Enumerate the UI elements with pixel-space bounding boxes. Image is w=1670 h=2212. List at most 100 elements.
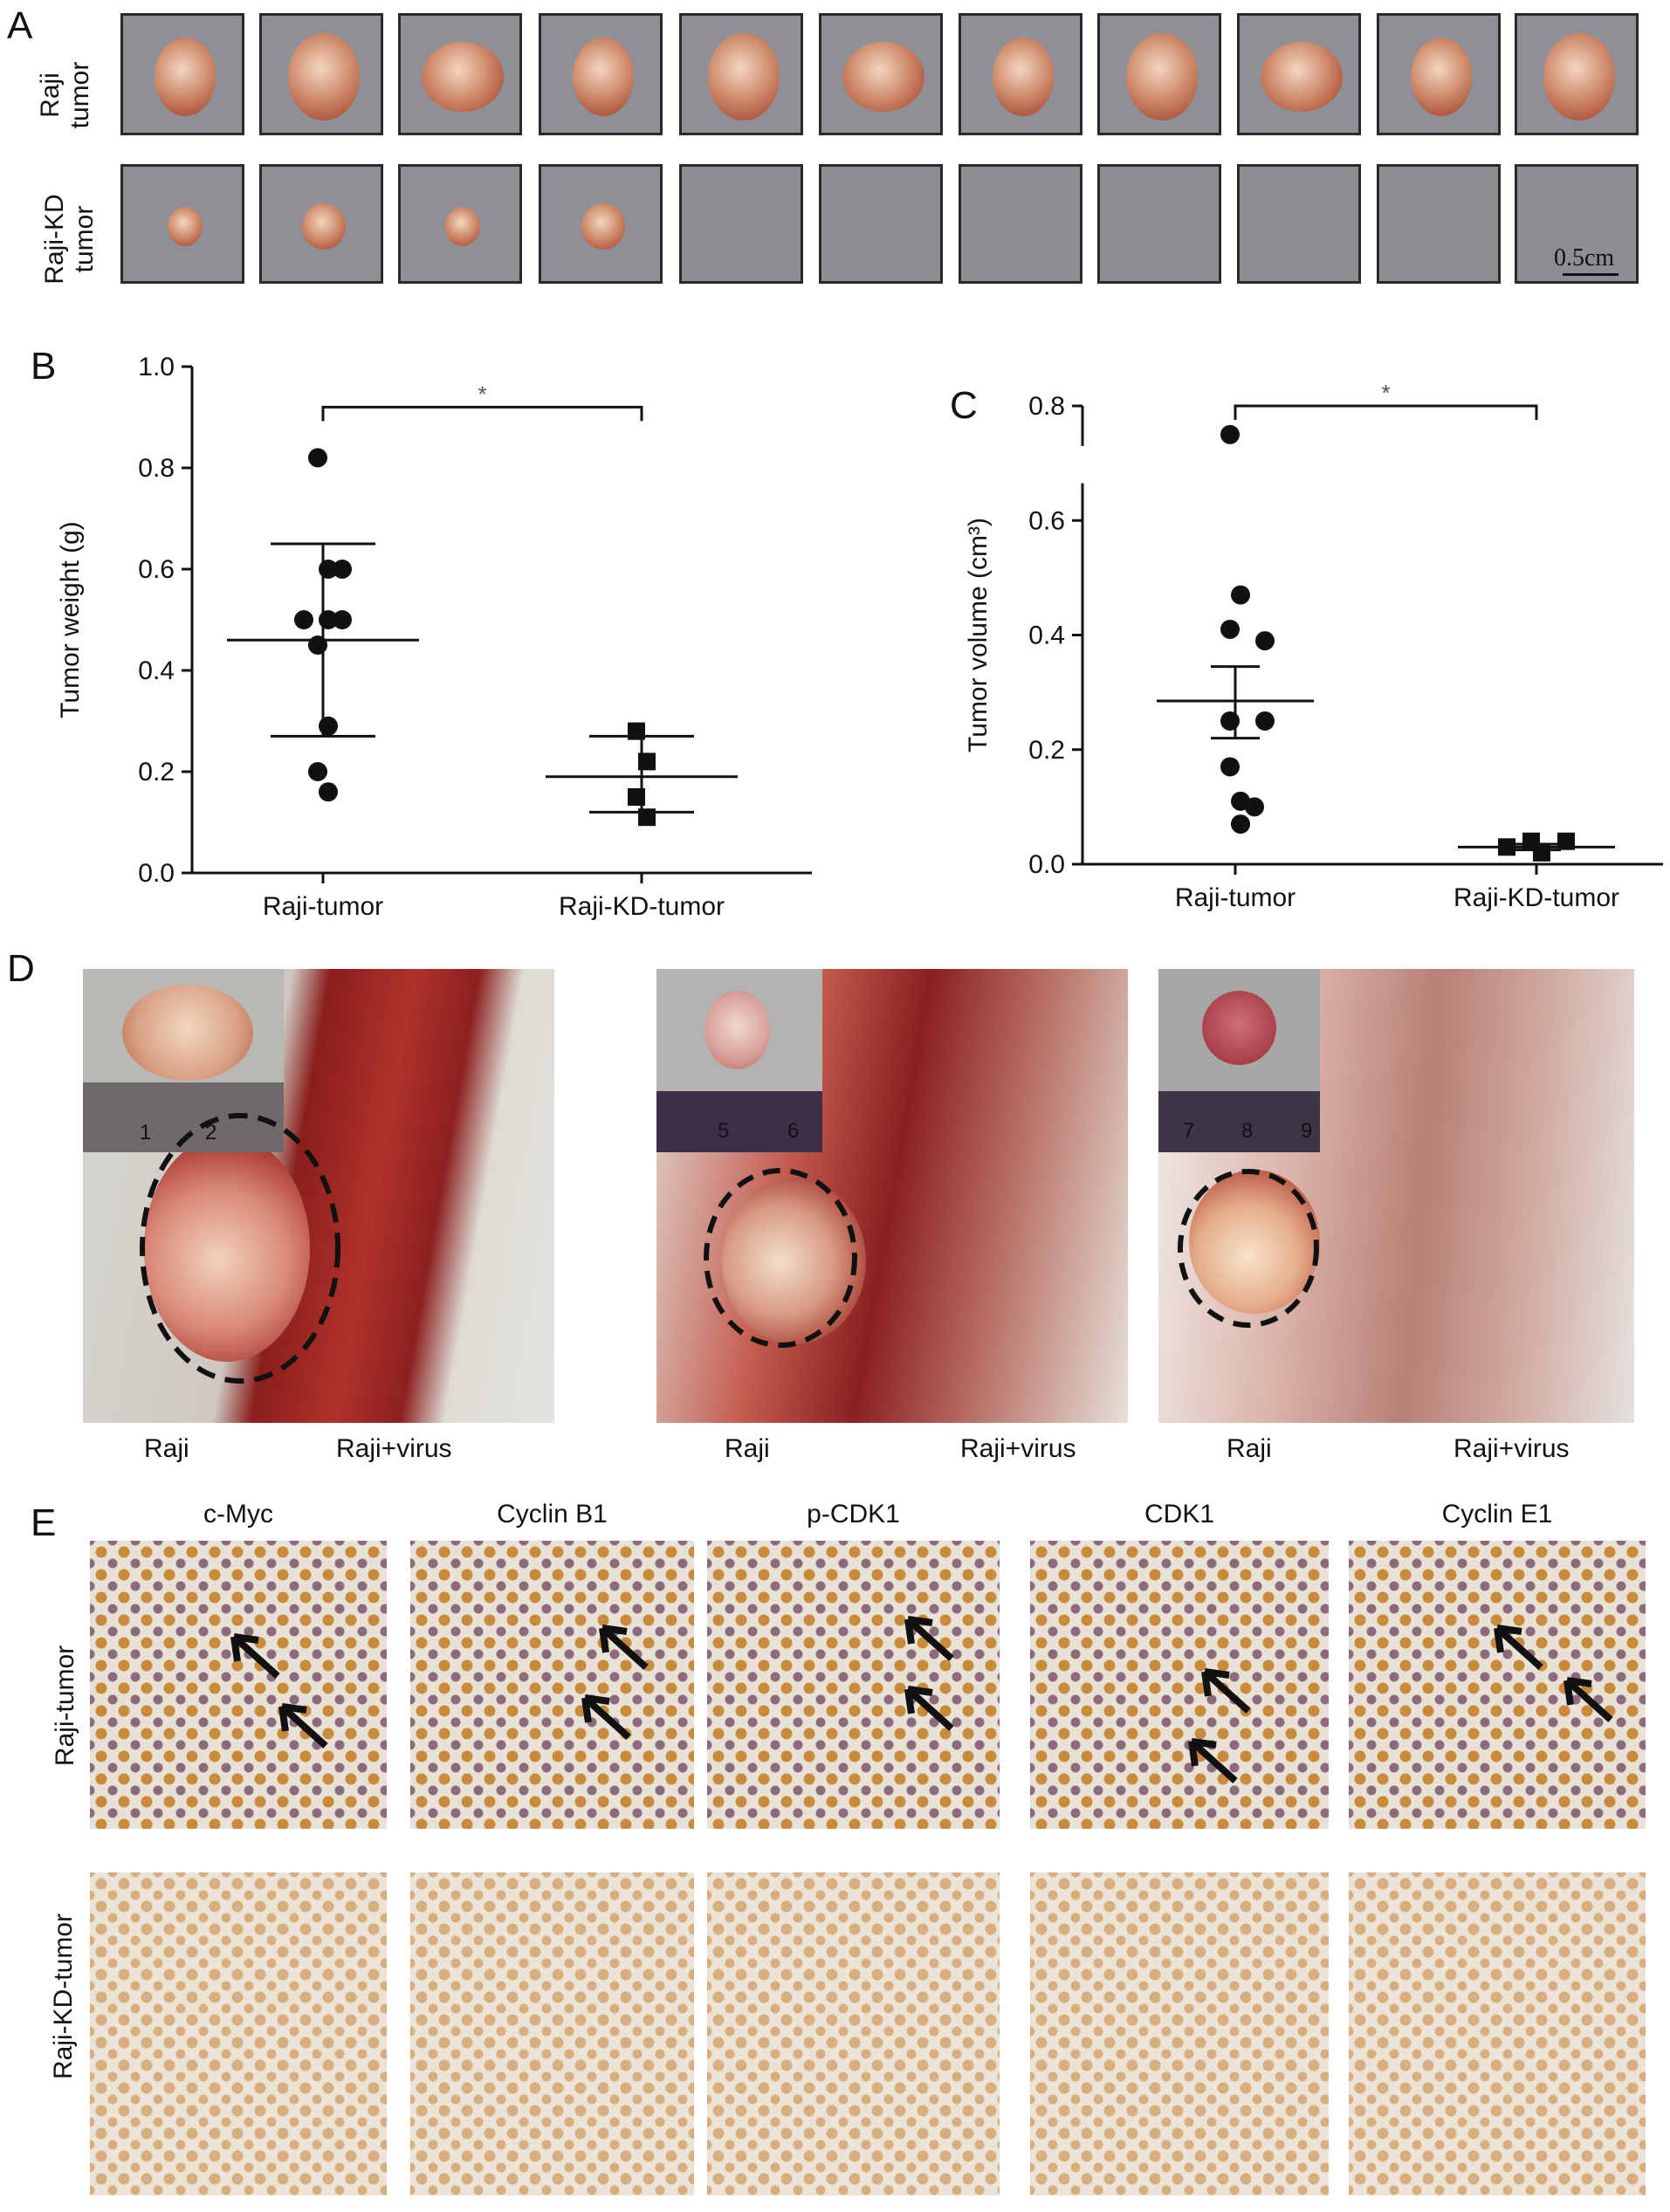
y-tick-label: 0.6 xyxy=(1028,506,1065,535)
data-point xyxy=(1498,838,1515,856)
arrow-icon-head xyxy=(599,1625,628,1653)
y-tick-label: 0.6 xyxy=(138,555,175,584)
arrow-icon xyxy=(231,1634,280,1679)
caption-raji-virus-1: Raji+virus xyxy=(336,1434,452,1463)
data-point xyxy=(1220,424,1240,444)
arrow-icon xyxy=(279,1704,328,1748)
chart-tumor-weight: 0.0 0.2 0.4 0.6 0.8 1.0 Tumor weight (g) Raji-t… xyxy=(56,353,812,921)
tumor-region-1 xyxy=(144,1135,310,1362)
arrow-icon xyxy=(905,1617,954,1661)
tumor-specimen xyxy=(155,38,216,116)
ruler-2: 5 6 xyxy=(656,1091,822,1152)
raji-tumor-photo xyxy=(1377,13,1501,135)
arrow-icon-head xyxy=(1563,1677,1592,1706)
y-tick-label: 0.0 xyxy=(138,859,175,888)
inset-tumor-3 xyxy=(1202,991,1276,1065)
raji-tumor-photo xyxy=(959,13,1082,135)
data-point xyxy=(1220,619,1240,639)
data-point xyxy=(638,808,656,827)
tumor-specimen xyxy=(573,38,634,116)
data-point xyxy=(1231,814,1250,835)
ruler-3: 7 8 9 xyxy=(1158,1091,1320,1152)
panel-e-row-label-raji-kd: Raji-KD-tumor xyxy=(49,1913,78,2080)
inset-tumor-2 xyxy=(704,991,770,1069)
raji-kd-tumor-photo xyxy=(398,164,522,284)
raji-tumor-photo xyxy=(1097,13,1221,135)
chart-tumor-volume: 0.0 0.2 0.4 0.6 0.8 Tumor volume (cm³) Raji-tu… xyxy=(964,380,1663,912)
tumor-specimen xyxy=(1126,33,1198,120)
tumor-specimen xyxy=(422,42,504,112)
tumor-specimen xyxy=(993,38,1054,116)
arrow-icon xyxy=(600,1625,649,1670)
arrow-icon xyxy=(1495,1625,1543,1670)
raji-tumor-photo xyxy=(819,13,943,135)
arrow-icon-head xyxy=(278,1703,307,1732)
data-point xyxy=(1231,585,1250,605)
tumor-specimen xyxy=(1543,33,1615,120)
y-tick-label: 1.0 xyxy=(138,353,175,381)
x-tick-label: Raji-KD-tumor xyxy=(1454,883,1619,912)
ihc-column-title: c-Myc xyxy=(203,1500,273,1528)
raji-tumor-photo xyxy=(1515,13,1639,135)
inset-tumor-photo-1: 1 2 xyxy=(83,969,284,1152)
ihc-raji-tumor-image xyxy=(1030,1541,1329,1829)
ihc-column-title: Cyclin E1 xyxy=(1441,1500,1553,1528)
y-tick-label: 0.8 xyxy=(1028,392,1065,421)
inset-tumor-1 xyxy=(122,985,253,1081)
data-point xyxy=(1255,711,1275,731)
caption-raji-3: Raji xyxy=(1227,1434,1272,1463)
y-tick-label: 0.0 xyxy=(1028,850,1065,879)
raji-tumor-photo xyxy=(679,13,803,135)
significance-star: * xyxy=(1381,380,1390,406)
ihc-raji-tumor-image xyxy=(1349,1541,1646,1829)
data-point xyxy=(628,788,645,806)
ruler-number: 2 xyxy=(205,1121,217,1144)
raji-tumor-photo xyxy=(120,13,244,135)
tumor-specimen xyxy=(842,42,924,112)
arrow-icon xyxy=(1202,1669,1251,1714)
dashed-circle-3 xyxy=(1178,1169,1319,1328)
raji-kd-tumor-photo xyxy=(679,164,803,284)
data-point xyxy=(319,610,338,629)
data-point xyxy=(1245,797,1264,817)
data-point xyxy=(308,762,327,781)
arrow-overlay xyxy=(581,1625,649,1740)
arrow-icon xyxy=(1564,1678,1613,1722)
panel-c-letter: C xyxy=(950,384,978,427)
scale-bar-label: 0.5cm xyxy=(1554,244,1615,271)
caption-raji-virus-3: Raji+virus xyxy=(1454,1434,1570,1463)
panel-e-row-label-raji: Raji-tumor xyxy=(51,1645,79,1767)
y-axis-label: Tumor volume (cm³) xyxy=(964,518,993,752)
data-point xyxy=(1557,832,1575,850)
tumor-specimen xyxy=(302,203,346,250)
data-point xyxy=(628,722,645,740)
y-tick-label: 0.2 xyxy=(1028,736,1065,765)
arrow-icon xyxy=(905,1686,954,1731)
data-point xyxy=(308,635,327,655)
inset-tumor-photo-2: 5 6 xyxy=(656,969,822,1152)
y-tick-label: 0.8 xyxy=(138,454,175,483)
arrow-icon-head xyxy=(904,1686,933,1714)
ihc-raji-kd-tumor-image xyxy=(707,1872,1000,2195)
data-point xyxy=(319,716,338,736)
raji-kd-tumor-photo xyxy=(120,164,244,284)
significance-star: * xyxy=(478,381,486,407)
x-tick-label: Raji-tumor xyxy=(1175,883,1295,912)
ruler-number: 1 xyxy=(140,1121,152,1144)
arrow-overlay xyxy=(904,1616,954,1731)
arrow-icon-head xyxy=(904,1616,933,1645)
ihc-raji-kd-tumor-image xyxy=(410,1872,694,2195)
y-tick-label: 0.2 xyxy=(138,758,175,787)
raji-kd-tumor-photo xyxy=(259,164,383,284)
arrow-icon-head xyxy=(581,1694,610,1723)
arrow-icon-head xyxy=(1188,1738,1217,1767)
ihc-column-title: p-CDK1 xyxy=(807,1500,900,1528)
panel-d-letter: D xyxy=(7,947,35,990)
arrow-overlay xyxy=(230,1633,328,1748)
raji-tumor-photo xyxy=(398,13,522,135)
raji-kd-tumor-photo xyxy=(1377,164,1501,284)
data-point xyxy=(294,610,313,629)
raji-kd-tumor-photo xyxy=(539,164,663,284)
x-tick-label: Raji-tumor xyxy=(263,892,383,921)
x-tick-label: Raji-KD-tumor xyxy=(559,892,725,921)
